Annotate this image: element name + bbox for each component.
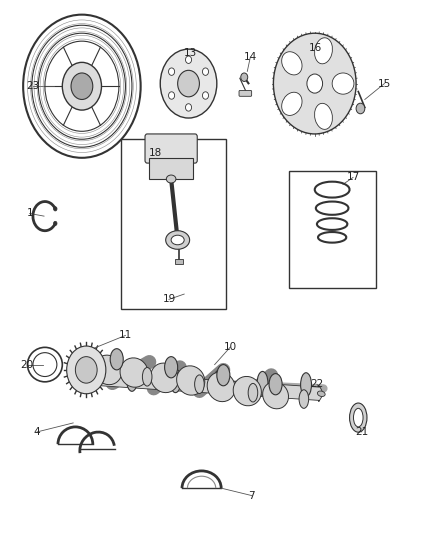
Ellipse shape: [269, 374, 282, 395]
Ellipse shape: [166, 175, 176, 183]
Circle shape: [202, 68, 208, 75]
Ellipse shape: [207, 372, 235, 402]
Circle shape: [75, 357, 97, 383]
Text: 15: 15: [378, 78, 391, 88]
Ellipse shape: [86, 361, 95, 379]
FancyBboxPatch shape: [289, 171, 376, 288]
Circle shape: [241, 73, 248, 82]
Ellipse shape: [217, 365, 230, 386]
FancyArrow shape: [81, 371, 323, 402]
Circle shape: [307, 74, 322, 93]
Circle shape: [185, 104, 191, 111]
Ellipse shape: [127, 367, 138, 391]
FancyBboxPatch shape: [239, 91, 252, 96]
FancyBboxPatch shape: [121, 139, 226, 309]
Text: 17: 17: [346, 172, 360, 182]
Ellipse shape: [300, 373, 311, 397]
Ellipse shape: [299, 390, 309, 408]
Ellipse shape: [171, 235, 184, 245]
Text: 18: 18: [149, 148, 162, 158]
Text: 23: 23: [26, 81, 39, 91]
Ellipse shape: [120, 358, 148, 387]
Circle shape: [185, 56, 191, 63]
Text: 10: 10: [224, 342, 237, 352]
Text: 11: 11: [119, 330, 132, 341]
Text: 16: 16: [309, 43, 322, 53]
Ellipse shape: [83, 366, 94, 390]
Circle shape: [62, 62, 102, 110]
Circle shape: [71, 73, 93, 100]
Ellipse shape: [282, 92, 302, 116]
Ellipse shape: [151, 363, 179, 393]
Ellipse shape: [165, 357, 178, 378]
Ellipse shape: [350, 403, 367, 432]
Ellipse shape: [314, 103, 332, 130]
Circle shape: [53, 207, 57, 211]
FancyBboxPatch shape: [145, 134, 197, 163]
Circle shape: [273, 33, 356, 134]
Text: 21: 21: [355, 427, 368, 437]
Circle shape: [67, 346, 106, 394]
Text: 22: 22: [310, 379, 324, 389]
Text: 1: 1: [26, 208, 33, 219]
Ellipse shape: [282, 52, 302, 75]
Ellipse shape: [142, 368, 152, 386]
Circle shape: [169, 92, 175, 99]
Ellipse shape: [314, 38, 332, 64]
Circle shape: [160, 49, 217, 118]
Ellipse shape: [177, 366, 205, 395]
Circle shape: [202, 92, 208, 99]
Circle shape: [53, 221, 57, 225]
Text: 14: 14: [244, 52, 257, 62]
Ellipse shape: [170, 369, 181, 393]
Ellipse shape: [257, 372, 268, 395]
Ellipse shape: [214, 370, 224, 394]
Ellipse shape: [166, 231, 190, 249]
Ellipse shape: [233, 376, 261, 406]
Ellipse shape: [263, 382, 289, 409]
Ellipse shape: [332, 73, 354, 94]
Circle shape: [169, 68, 175, 75]
Text: 20: 20: [20, 360, 33, 369]
Ellipse shape: [318, 391, 325, 397]
Ellipse shape: [94, 355, 122, 385]
Text: 13: 13: [184, 49, 198, 58]
Text: 7: 7: [248, 490, 255, 500]
Circle shape: [356, 103, 365, 114]
Text: 19: 19: [162, 294, 176, 304]
FancyBboxPatch shape: [149, 158, 193, 179]
Ellipse shape: [110, 349, 123, 370]
FancyBboxPatch shape: [175, 259, 184, 264]
Ellipse shape: [248, 383, 258, 402]
Ellipse shape: [353, 408, 363, 427]
Ellipse shape: [194, 375, 204, 393]
Circle shape: [178, 70, 199, 97]
Text: 4: 4: [34, 427, 40, 437]
